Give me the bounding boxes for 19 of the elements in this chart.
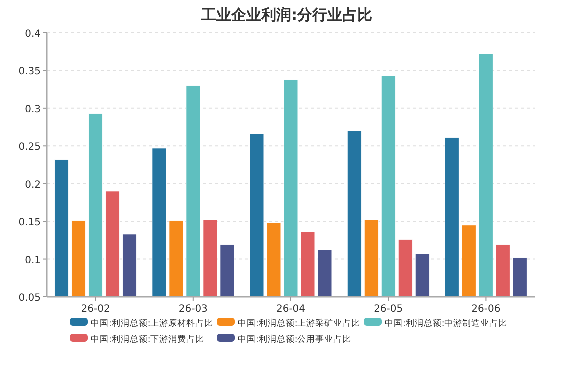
y-tick-label: 0.2 xyxy=(25,180,41,191)
legend-label: 中国:利润总额:公用事业占比 xyxy=(238,334,352,345)
y-tick-label: 0.35 xyxy=(18,66,41,78)
x-tick-label: 26-05 xyxy=(374,304,404,315)
y-tick-label: 0.15 xyxy=(18,218,41,229)
x-tick-label: 26-04 xyxy=(276,304,306,315)
y-tick-label: 0.25 xyxy=(18,142,41,154)
legend-label: 中国:利润总额:上游原材料占比 xyxy=(91,318,214,329)
legend-label: 中国:利润总额:下游消费占比 xyxy=(91,334,205,345)
y-tick-label: 0.4 xyxy=(25,29,41,40)
y-tick-label: 0.3 xyxy=(25,104,41,116)
x-tick-label: 26-06 xyxy=(472,304,501,315)
y-tick-label: 0.05 xyxy=(18,293,41,304)
legend-label: 中国:利润总额:中游制造业占比 xyxy=(385,318,508,329)
x-tick-label: 26-02 xyxy=(81,304,110,315)
x-tick-label: 26-03 xyxy=(178,304,208,315)
legend-label: 中国:利润总额:上游采矿业占比 xyxy=(238,318,361,329)
y-tick-label: 0.1 xyxy=(25,255,41,266)
chart-title: 工业企业利润:分行业占比 xyxy=(200,6,372,24)
